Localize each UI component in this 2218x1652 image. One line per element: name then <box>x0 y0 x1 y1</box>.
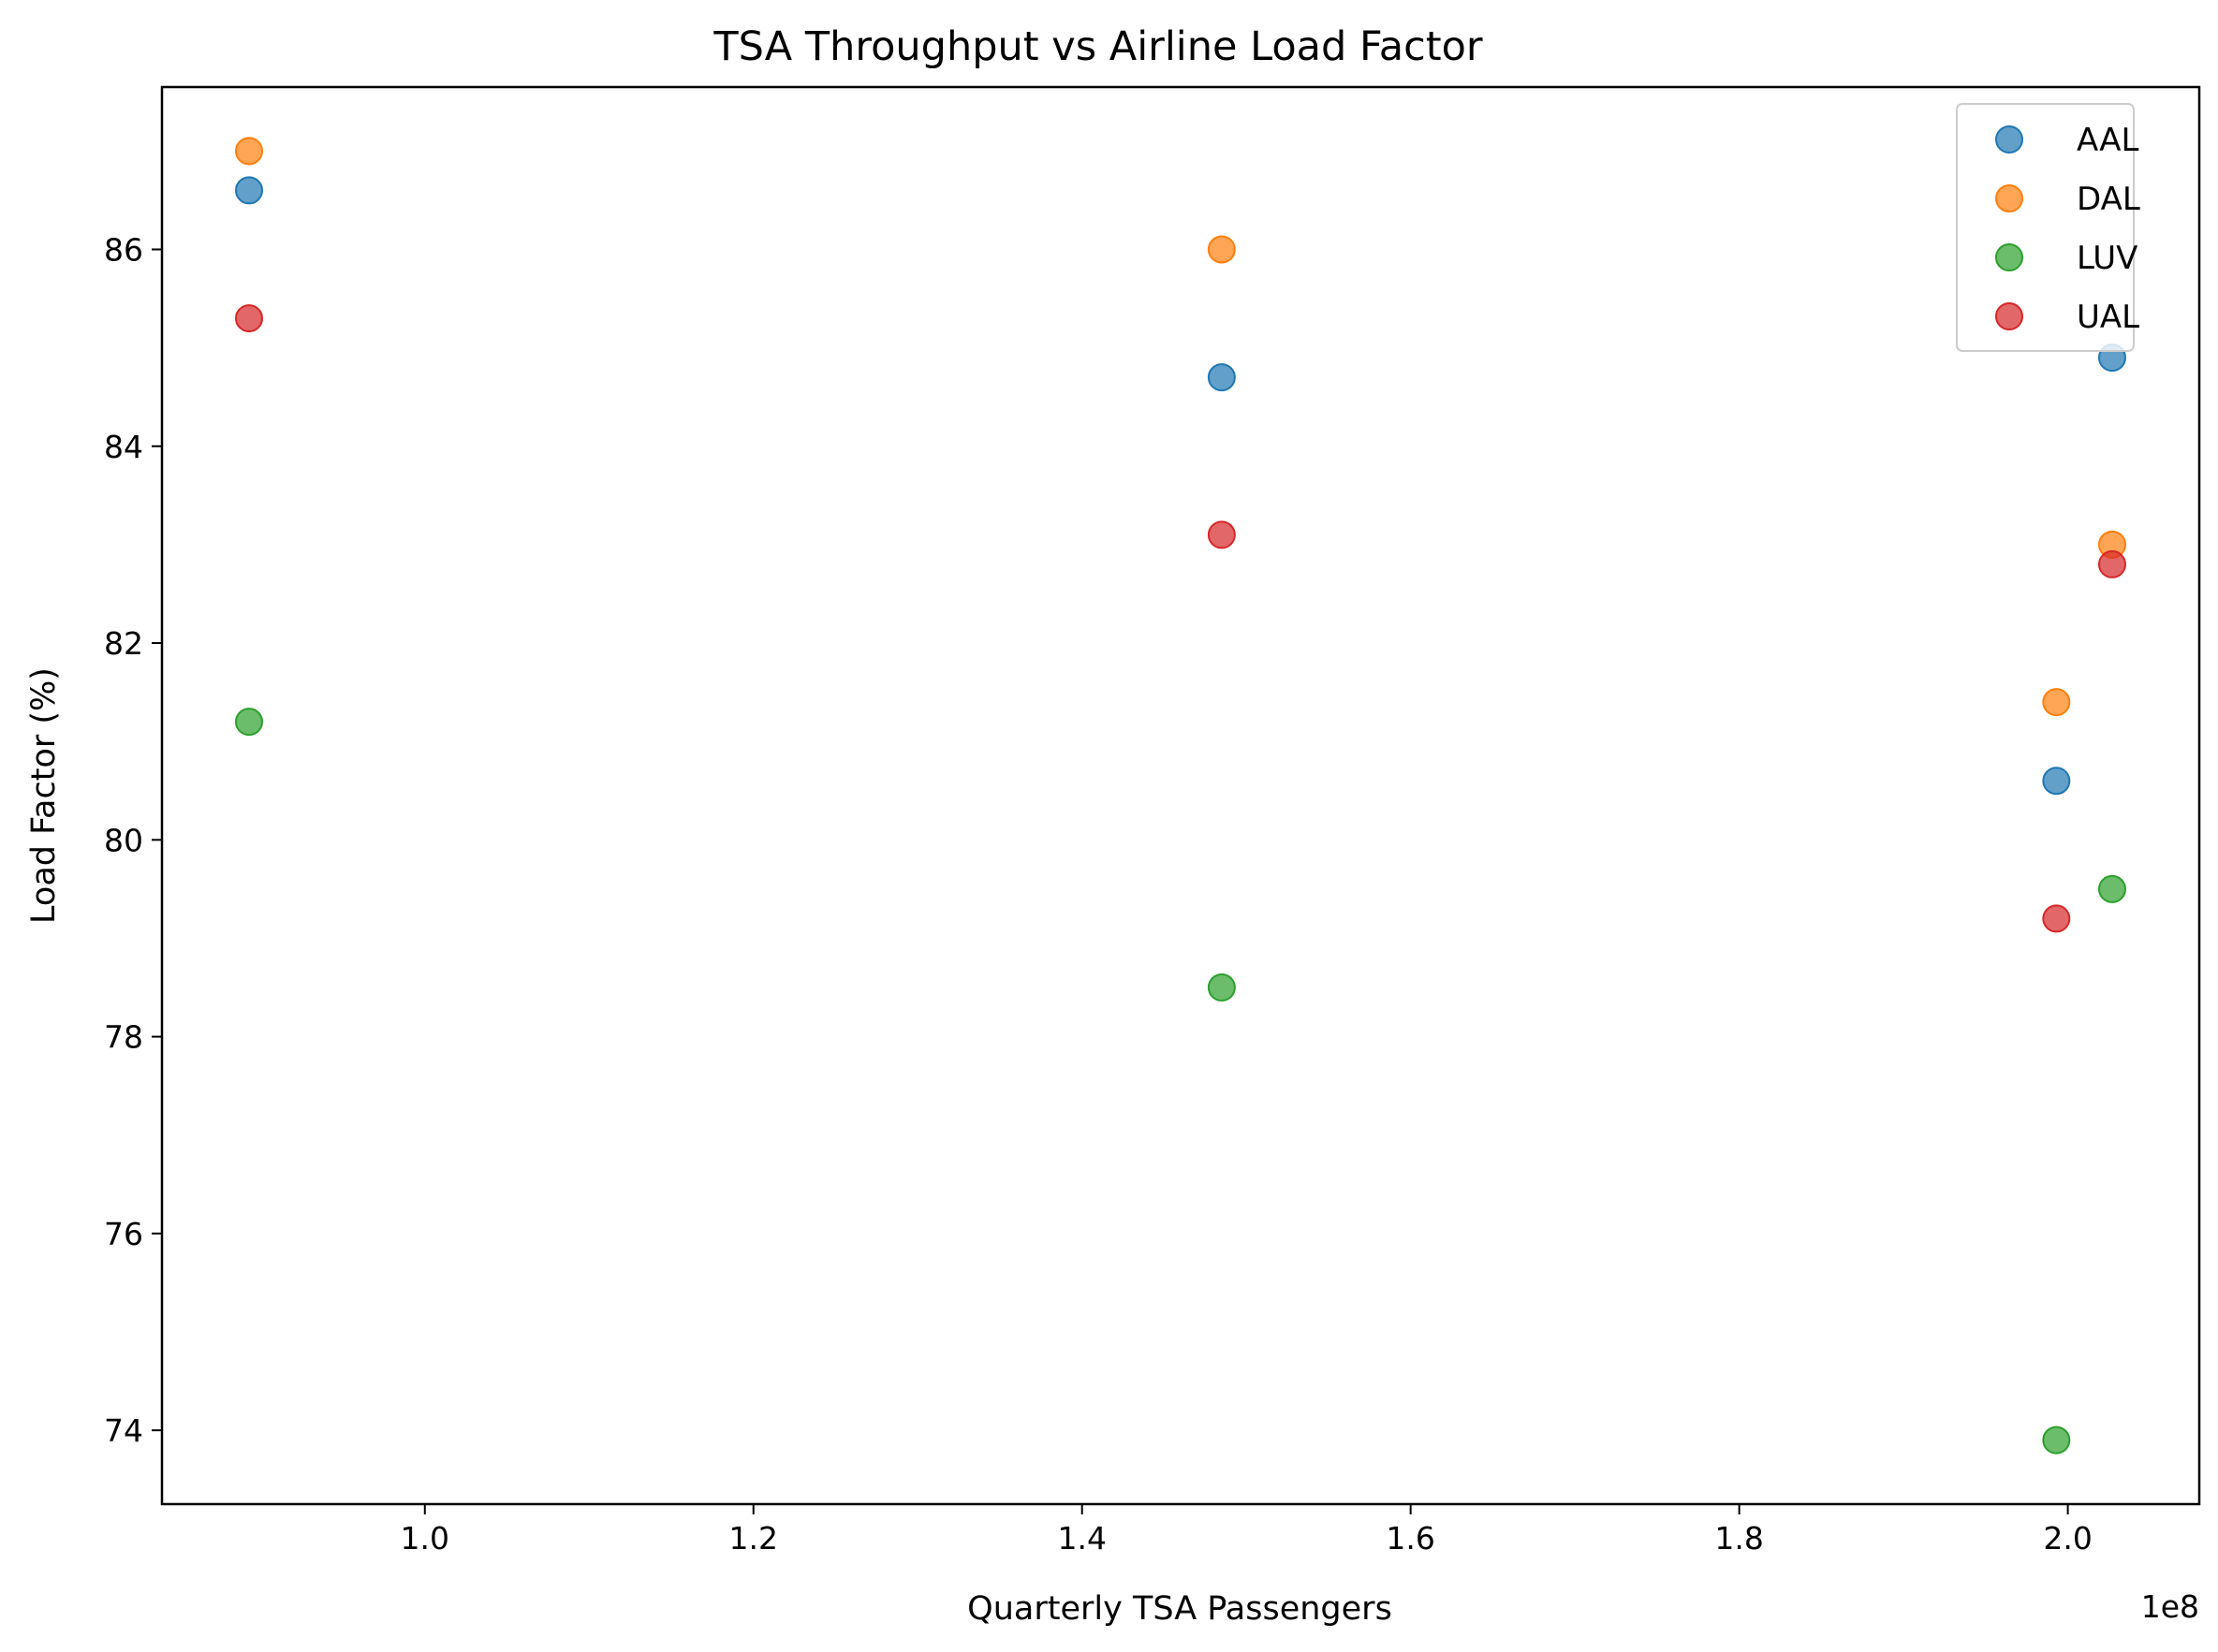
x-axis-ticks: 1.0 1.2 1.4 1.6 1.8 2.0 <box>401 1504 2093 1557</box>
legend: AAL DAL LUV UAL <box>1956 103 2140 352</box>
point-aal <box>2042 767 2071 796</box>
legend-frame <box>1956 103 2135 352</box>
legend-label-dal: DAL <box>2077 181 2140 218</box>
legend-label-ual: UAL <box>2077 299 2139 336</box>
x-tick-label: 1.2 <box>728 1520 777 1557</box>
point-luv <box>1207 973 1236 1002</box>
x-tick-label: 1.8 <box>1714 1520 1763 1557</box>
point-luv <box>235 708 264 737</box>
legend-marker-ual <box>1995 302 2023 330</box>
y-tick-label: 86 <box>104 231 143 268</box>
legend-label-aal: AAL <box>2077 122 2138 159</box>
data-points <box>235 137 2126 1455</box>
x-axis-offset-label: 1e8 <box>2141 1588 2199 1625</box>
legend-marker-dal <box>1995 184 2023 212</box>
x-axis-label: Quarterly TSA Passengers <box>967 1590 1392 1628</box>
y-tick-label: 84 <box>104 429 143 465</box>
y-tick-label: 80 <box>104 822 143 858</box>
legend-marker-luv <box>1995 243 2023 271</box>
point-luv <box>2042 1425 2071 1455</box>
x-tick-label: 1.6 <box>1386 1520 1434 1557</box>
point-ual <box>235 304 264 333</box>
point-luv <box>2097 874 2126 903</box>
y-axis-ticks: 74 76 78 80 82 84 86 <box>104 231 162 1449</box>
y-axis-label: Load Factor (%) <box>25 667 63 924</box>
point-ual <box>2097 549 2126 578</box>
legend-label-luv: LUV <box>2077 240 2137 277</box>
y-tick-label: 82 <box>104 625 143 662</box>
point-dal <box>235 137 264 166</box>
point-ual <box>1207 520 1236 549</box>
y-tick-label: 76 <box>104 1216 143 1252</box>
x-tick-label: 1.0 <box>401 1520 449 1557</box>
x-tick-label: 1.4 <box>1057 1520 1106 1557</box>
y-tick-label: 78 <box>104 1019 143 1056</box>
chart-title: TSA Throughput vs Airline Load Factor <box>712 23 1482 70</box>
legend-marker-aal <box>1995 125 2023 154</box>
point-aal <box>235 176 264 205</box>
point-dal <box>1207 235 1236 264</box>
x-tick-label: 2.0 <box>2043 1520 2092 1557</box>
point-dal <box>2042 688 2071 717</box>
y-tick-label: 74 <box>104 1412 143 1449</box>
point-ual <box>2042 904 2071 933</box>
point-aal <box>1207 363 1236 392</box>
plot-frame <box>160 85 2201 1506</box>
